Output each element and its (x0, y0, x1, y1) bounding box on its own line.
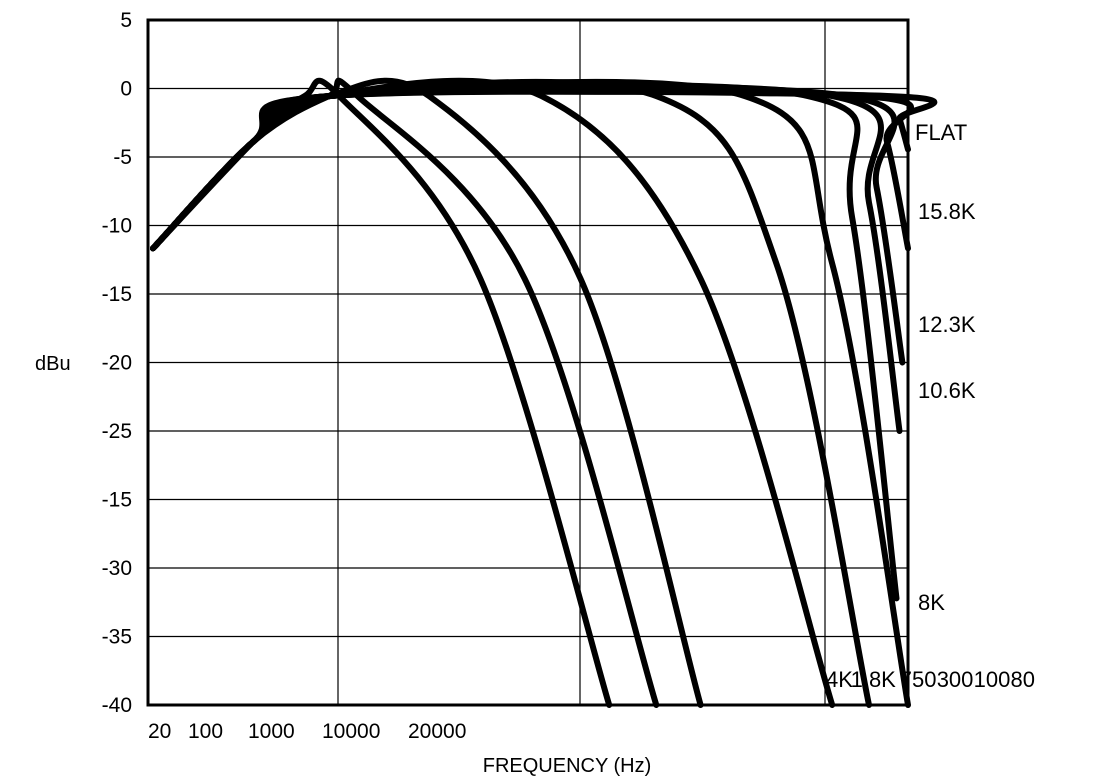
curve-label: FLAT (915, 120, 967, 145)
curve-10-6k (150, 83, 903, 434)
y-tick-label: -25 (102, 420, 132, 443)
curve-label: 8K (918, 590, 945, 615)
curve-label: 100 (974, 667, 1011, 692)
x-axis-label: FREQUENCY (Hz) (483, 755, 652, 776)
y-tick-label: 5 (120, 9, 132, 32)
curve-label: 80 (1011, 667, 1035, 692)
curve-label: 15.8K (918, 199, 976, 224)
x-tick-label: 10000 (322, 720, 380, 743)
grid-lines (148, 20, 908, 705)
curve-label: 4K (826, 667, 853, 692)
x-tick-label: 20 (148, 720, 171, 743)
curve-label: 10.6K (918, 378, 976, 403)
curve-80 (150, 77, 613, 708)
curve-300 (150, 77, 704, 708)
x-tick-label: 1000 (248, 720, 295, 743)
y-tick-label: -40 (102, 694, 132, 717)
y-tick-label: -10 (102, 215, 132, 238)
response-curves (150, 77, 938, 708)
curve-label: 300 (937, 667, 974, 692)
y-tick-label: -35 (102, 626, 132, 649)
curve-8k (150, 82, 900, 602)
plot-frame (146, 18, 910, 707)
y-tick-label: 0 (120, 78, 132, 101)
x-axis-tick-labels: 20 100 1000 10000 20000 (148, 720, 466, 743)
curve-750 (150, 77, 836, 708)
y-tick-label: -5 (113, 146, 132, 169)
y-tick-label: -15 (102, 489, 132, 512)
x-tick-label: 20000 (408, 720, 466, 743)
x-tick-label: 100 (188, 720, 223, 743)
curve-label: 12.3K (918, 312, 976, 337)
curve-1-8k (150, 78, 872, 708)
curve-label: 750 (900, 667, 937, 692)
curve-labels: FLAT 15.8K 12.3K 10.6K 8K 4K1.8K 750 300 100 80 (826, 120, 1035, 692)
y-tick-label: -30 (102, 557, 132, 580)
y-axis-tick-labels: 5 0 -5 -10 -15 -20 -25 -15 -30 -35 -40 (102, 9, 132, 717)
y-axis-label: dBu (35, 353, 71, 375)
curve-label: 1.8K (851, 667, 897, 692)
curve-4k (150, 78, 911, 708)
y-tick-label: -20 (102, 352, 132, 375)
y-tick-label: -15 (102, 283, 132, 306)
